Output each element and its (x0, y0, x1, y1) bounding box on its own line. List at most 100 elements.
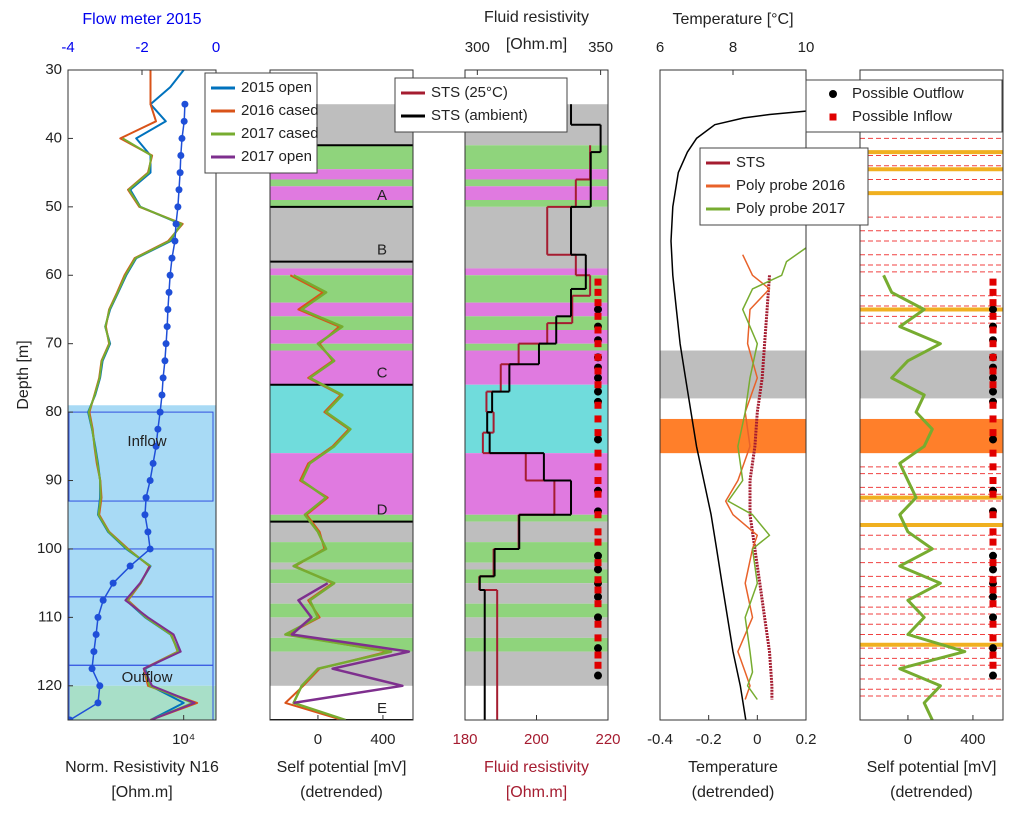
legend-box (394, 77, 568, 133)
zone (465, 316, 608, 330)
flow-point (90, 648, 98, 656)
legend-label: Poly probe 2016 (736, 177, 845, 194)
series-line (670, 110, 806, 720)
zone (465, 651, 608, 686)
flow-point (168, 254, 176, 262)
x-tick-label: 200 (524, 731, 549, 748)
inflow-marker (989, 449, 997, 457)
flow-point (141, 511, 149, 519)
outflow-marker (989, 435, 997, 444)
flow-point (163, 323, 171, 331)
zone (465, 569, 608, 584)
x-axis-title: [Ohm.m] (506, 784, 567, 801)
zone (860, 418, 1003, 454)
box-label: Outflow (122, 669, 173, 686)
flow-point (146, 545, 154, 553)
outflow-marker (594, 644, 602, 653)
outflow-marker (989, 373, 997, 382)
x-axis-title: (detrended) (692, 784, 775, 801)
outflow-marker (989, 671, 997, 680)
zone (465, 514, 608, 522)
outflow-marker (989, 644, 997, 653)
y-tick-label: 50 (45, 198, 62, 215)
y-tick-label: 90 (45, 471, 62, 488)
inflow-marker (594, 559, 602, 567)
zone (270, 583, 413, 604)
zone (270, 542, 413, 563)
legend-label: STS (736, 154, 765, 171)
inflow-marker (989, 600, 997, 608)
inflow-marker (989, 340, 997, 348)
zone (270, 330, 413, 344)
zone (465, 603, 608, 618)
zone (270, 186, 413, 200)
inflow-marker (989, 381, 997, 389)
zone (465, 268, 608, 276)
x-tick-label: 10⁴ (172, 731, 195, 748)
inflow-marker (989, 559, 997, 567)
inflow-marker (989, 490, 997, 498)
zone (270, 206, 413, 269)
boundary-label: C (377, 365, 388, 382)
inflow-marker (989, 299, 997, 307)
outflow-marker (989, 592, 997, 601)
x2-tick-label: 350 (588, 39, 613, 56)
zone (660, 418, 806, 454)
flow-point (154, 425, 162, 433)
legend-label: 2017 cased (241, 125, 319, 142)
zone (465, 350, 608, 385)
axes-frame (269, 69, 414, 721)
x-tick-label: 400 (960, 731, 985, 748)
inflow-marker (989, 367, 997, 375)
x-tick-label: 220 (595, 731, 620, 748)
inflow-marker (594, 576, 602, 584)
zone (465, 583, 608, 604)
flow-box (68, 664, 214, 720)
inflow-marker (989, 661, 997, 669)
series-line (748, 275, 774, 700)
flow-point (176, 169, 184, 177)
outflow-marker (594, 551, 602, 560)
inflow-marker (594, 353, 602, 361)
x-axis-title: Fluid resistivity (484, 759, 589, 776)
legend-label: STS (25°C) (431, 84, 508, 101)
flow-point (181, 100, 189, 108)
x-tick-label: 180 (452, 731, 477, 748)
inflow-marker (989, 477, 997, 485)
x-axis-title: [Ohm.m] (111, 784, 172, 801)
inflow-marker (594, 528, 602, 536)
flow-point (94, 613, 102, 621)
x-axis-title: Temperature (688, 759, 778, 776)
y-axis-title: Depth [m] (15, 340, 32, 409)
legend-label: 2017 open (241, 148, 312, 165)
y-tick-label: 40 (45, 129, 62, 146)
flow-point (156, 408, 164, 416)
inflow-marker (989, 415, 997, 423)
x-axis-title: Self potential [mV] (867, 759, 997, 776)
legend-label: Possible Outflow (852, 85, 964, 102)
flow-point (172, 220, 180, 228)
flow-point (177, 152, 185, 160)
inflow-marker (989, 576, 997, 584)
legend-label: 2016 cased (241, 102, 319, 119)
x2-axis-title: [Ohm.m] (506, 36, 567, 53)
zone (465, 343, 608, 351)
y-tick-label: 120 (37, 677, 62, 694)
series-line (124, 565, 196, 720)
inflow-marker (594, 312, 602, 320)
flow-point (158, 391, 166, 399)
x2-tick-label: 10 (798, 39, 815, 56)
inflow-marker (594, 415, 602, 423)
outflow-marker (594, 435, 602, 444)
inflow-marker (989, 463, 997, 471)
flow-point (142, 494, 150, 502)
panel (660, 110, 806, 720)
series-line (882, 274, 967, 720)
outflow-marker (989, 565, 997, 574)
inflow-marker (594, 326, 602, 334)
zone (270, 521, 413, 543)
flow-point (144, 528, 152, 536)
boundary-label: B (377, 242, 387, 259)
zone (270, 169, 413, 180)
flow-point (152, 442, 160, 450)
